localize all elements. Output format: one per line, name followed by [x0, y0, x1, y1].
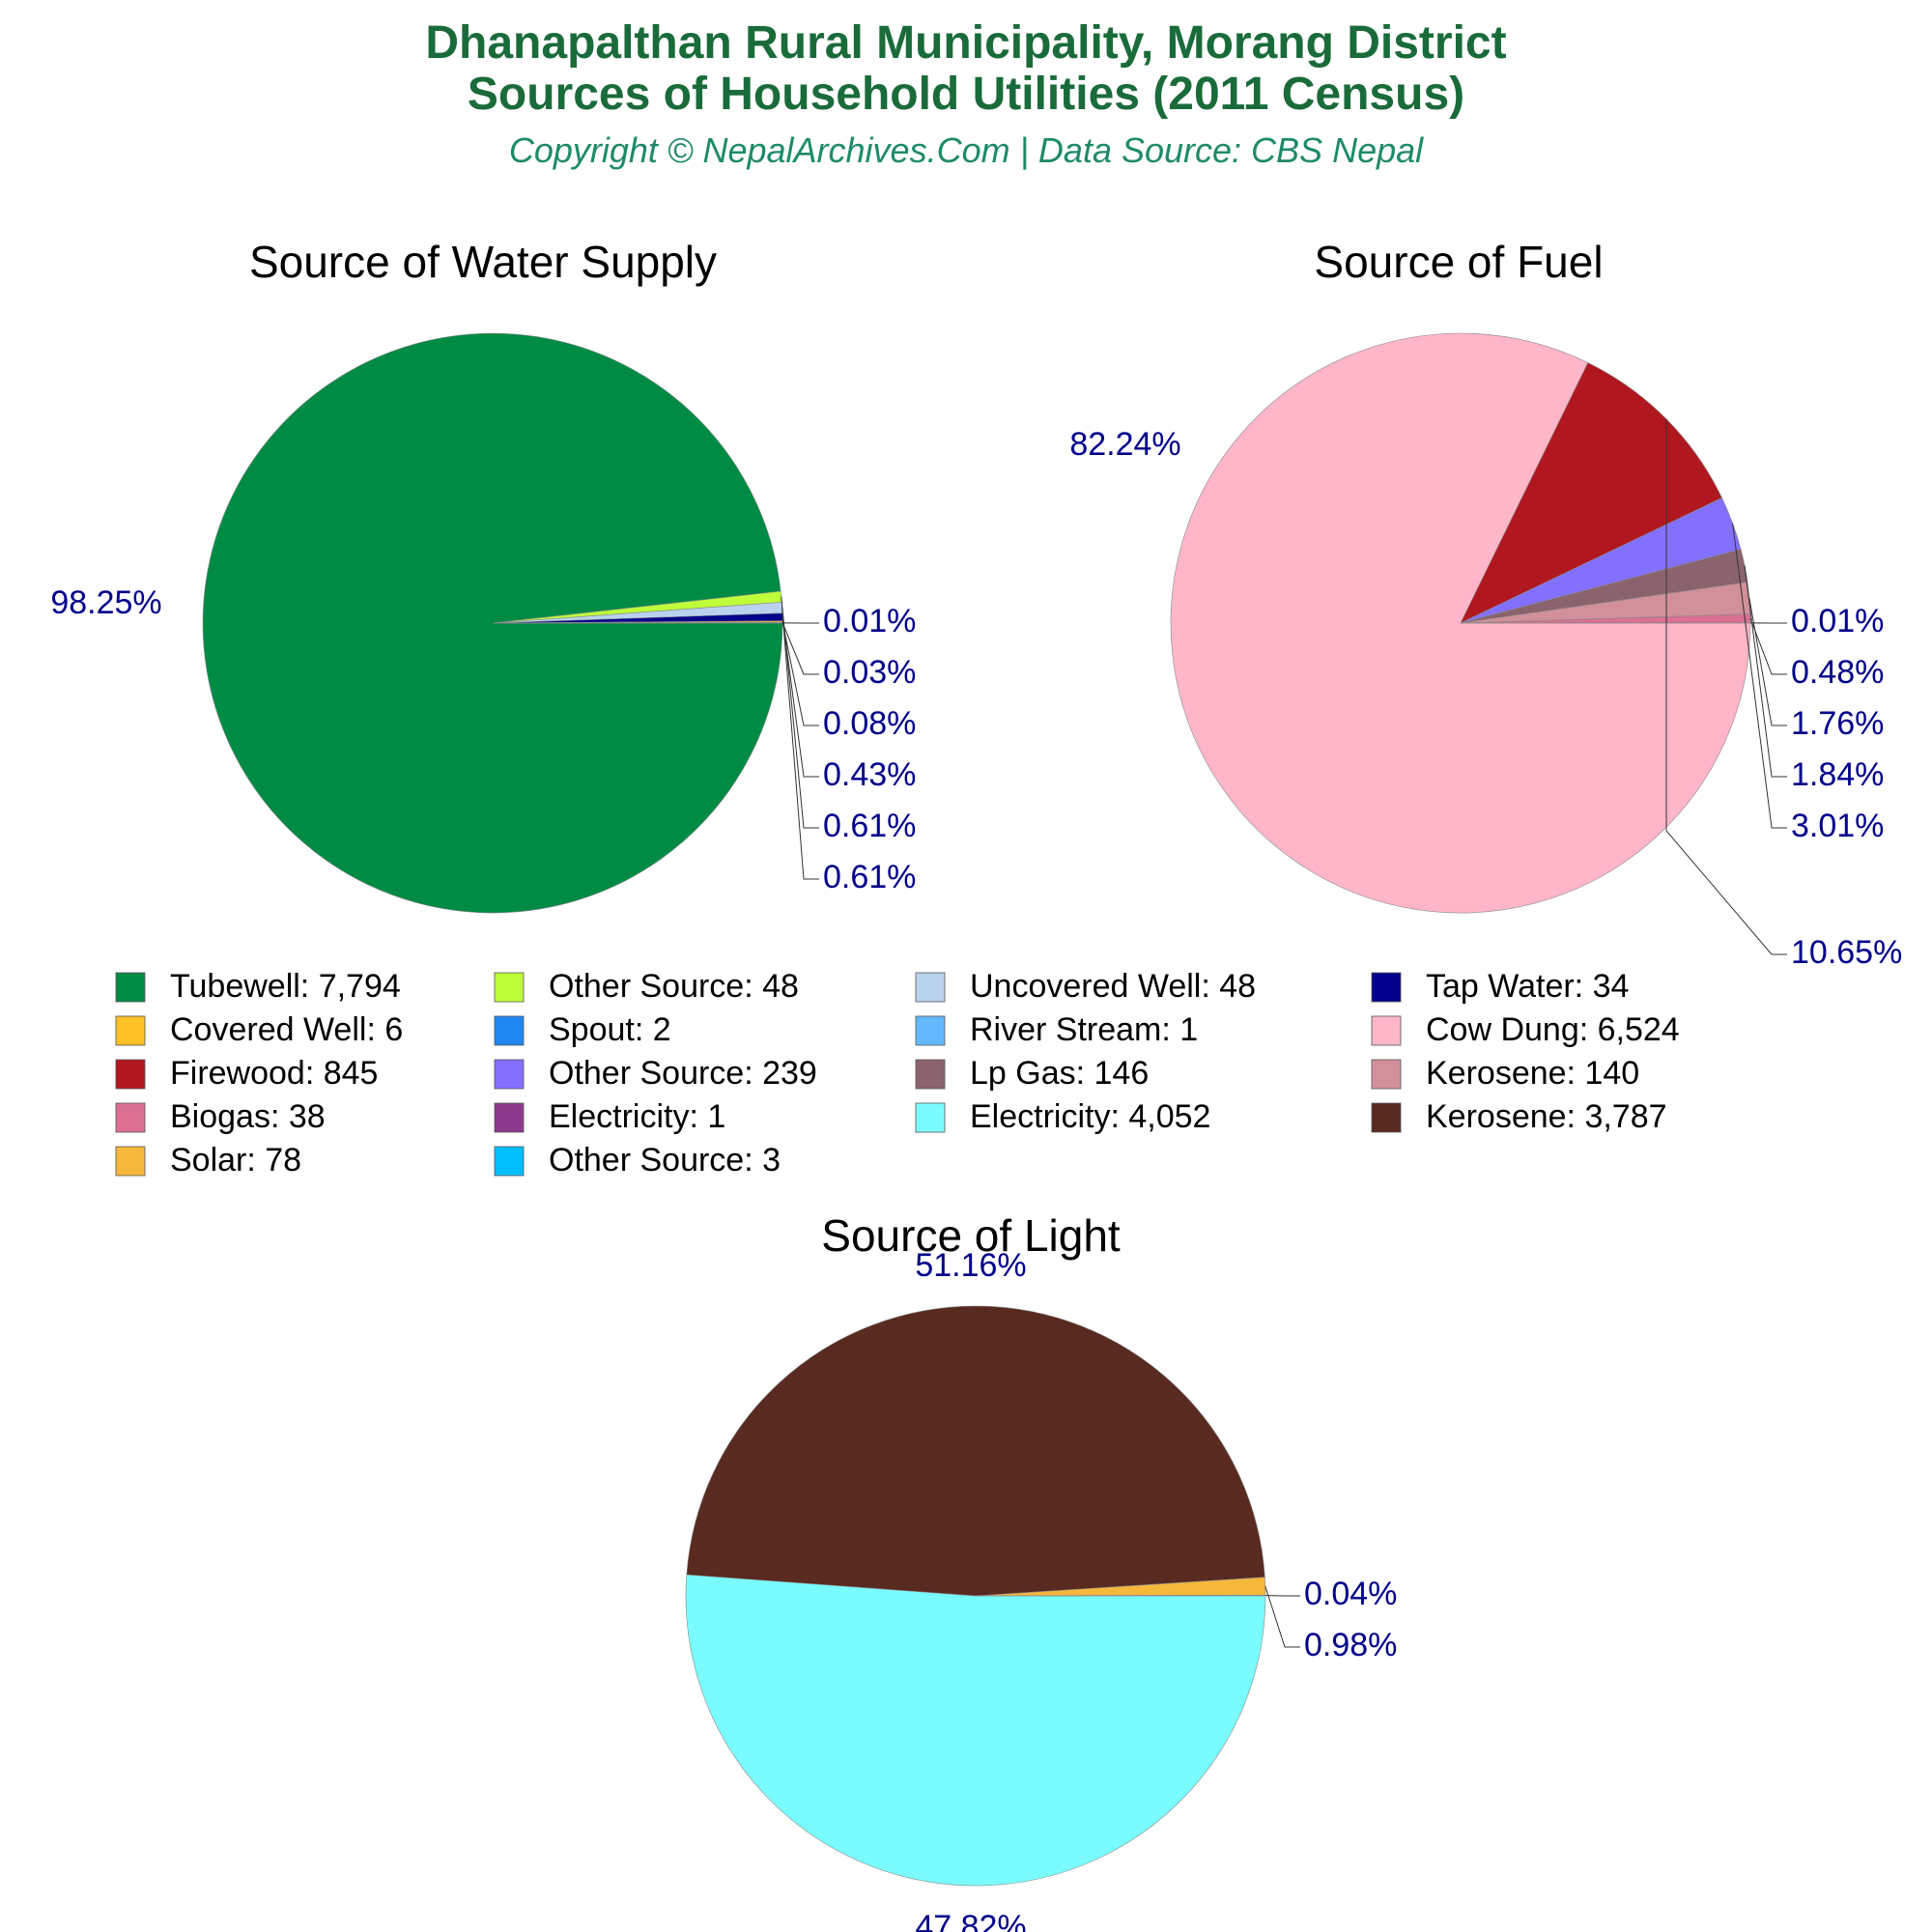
light-callout-line-1: [1264, 1585, 1300, 1648]
legend-label: Spout: 2: [549, 1011, 671, 1048]
legend-swatch: [494, 1102, 525, 1133]
legend-swatch: [915, 972, 946, 1003]
legend-label: River Stream: 1: [970, 1011, 1198, 1048]
water-percent-label-1: 0.01%: [823, 603, 916, 639]
water-percent-label-2: 0.03%: [823, 654, 916, 691]
light-slice-0: [685, 1574, 1266, 1887]
water-percent-label-5: 0.61%: [823, 808, 916, 844]
fuel-percent-label-0: 82.24%: [1069, 426, 1180, 463]
legend-swatch: [494, 972, 525, 1003]
light-percent-label-2: 0.04%: [1304, 1576, 1397, 1612]
legend-swatch: [115, 1059, 146, 1090]
fuel-percent-label-3: 1.76%: [1791, 705, 1884, 742]
legend-swatch: [1371, 972, 1402, 1003]
legend-swatch: [115, 1015, 146, 1046]
fuel-callout-line-2: [1748, 598, 1787, 726]
light-slice-1: [686, 1305, 1265, 1597]
legend-label: Other Source: 3: [549, 1142, 781, 1179]
fuel-percent-label-4: 1.84%: [1791, 756, 1884, 793]
legend-label: Tubewell: 7,794: [170, 968, 401, 1005]
water-callout-line-2: [781, 621, 819, 726]
chart-subtitle: Copyright © NepalArchives.Com | Data Sou…: [508, 130, 1424, 170]
legend-swatch: [1371, 1102, 1402, 1133]
legend-label: Cow Dung: 6,524: [1426, 1011, 1680, 1048]
legend-label: Biogas: 38: [170, 1098, 326, 1135]
legend-swatch: [494, 1015, 525, 1046]
legend-label: Covered Well: 6: [170, 1011, 403, 1048]
light-percent-label-3: 0.98%: [1304, 1627, 1397, 1663]
water-percent-label-3: 0.08%: [823, 705, 916, 742]
legend-label: Kerosene: 3,787: [1426, 1098, 1667, 1135]
legend-swatch: [1371, 1059, 1402, 1090]
legend-swatch: [115, 1102, 146, 1133]
legend-swatch: [115, 972, 146, 1003]
fuel-callout-line-1: [1749, 618, 1787, 675]
water-percent-label-0: 98.25%: [50, 584, 161, 621]
legend-label: Uncovered Well: 48: [970, 968, 1256, 1005]
water-callout-line-3: [781, 616, 819, 778]
water-callout-line-1: [781, 622, 819, 675]
legend-swatch: [115, 1146, 146, 1177]
legend-label: Other Source: 239: [549, 1055, 817, 1092]
legend-label: Electricity: 1: [549, 1098, 725, 1135]
fuel-percent-label-6: 10.65%: [1791, 934, 1902, 971]
legend-swatch: [1371, 1015, 1402, 1046]
fuel-pie-title: Source of Fuel: [1314, 237, 1603, 287]
light-pie-title: Source of Light: [821, 1210, 1121, 1261]
legend-label: Lp Gas: 146: [970, 1055, 1149, 1092]
water-percent-label-6: 0.61%: [823, 859, 916, 895]
light-percent-label-0: 51.16%: [915, 1247, 1026, 1284]
legend-label: Tap Water: 34: [1426, 968, 1629, 1005]
legend-label: Firewood: 845: [170, 1055, 378, 1092]
fuel-percent-label-2: 0.48%: [1791, 654, 1884, 691]
legend-swatch: [915, 1015, 946, 1046]
light-percent-label-1: 47.82%: [915, 1909, 1026, 1932]
legend-label: Solar: 78: [170, 1142, 301, 1179]
fuel-callout-line-5: [1665, 418, 1787, 955]
fuel-callout-line-3: [1744, 565, 1787, 778]
water-percent-label-4: 0.43%: [823, 756, 916, 793]
water-pie-title: Source of Water Supply: [249, 237, 717, 287]
water-callout-line-4: [781, 596, 819, 829]
chart-title-line2: Sources of Household Utilities (2011 Cen…: [467, 69, 1465, 120]
legend-swatch: [494, 1059, 525, 1090]
fuel-callout-line-4: [1732, 523, 1787, 829]
legend-label: Kerosene: 140: [1426, 1055, 1639, 1092]
chart-title-line1: Dhanapalthan Rural Municipality, Morang …: [425, 17, 1507, 69]
legend-swatch: [494, 1146, 525, 1177]
legend-swatch: [915, 1102, 946, 1133]
legend-swatch: [915, 1059, 946, 1090]
water-callout-line-5: [781, 608, 819, 880]
legend-label: Electricity: 4,052: [970, 1098, 1210, 1135]
fuel-percent-label-5: 3.01%: [1791, 808, 1884, 844]
legend-label: Other Source: 48: [549, 968, 799, 1005]
fuel-percent-label-1: 0.01%: [1791, 603, 1884, 639]
